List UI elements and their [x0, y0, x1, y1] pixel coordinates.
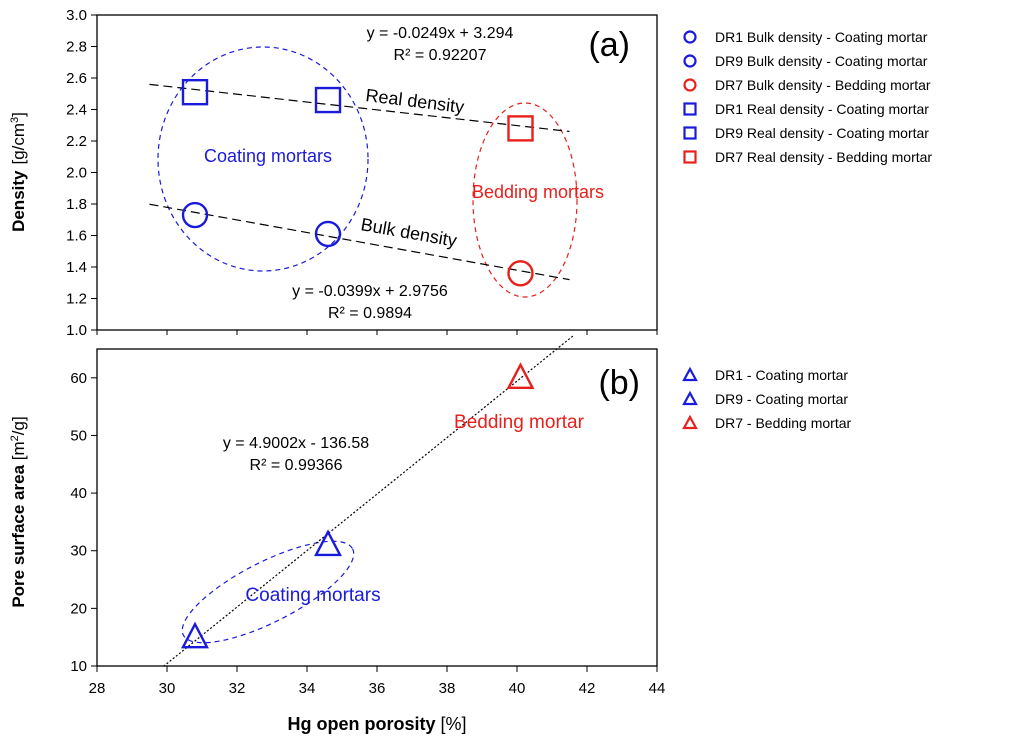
y-tick-label: 1.4	[66, 259, 87, 276]
y-tick-label: 30	[70, 543, 87, 560]
panel-a-y-axis-title: Density[g/cm3]	[9, 112, 28, 232]
pore-area-r2: R² = 0.99366	[250, 457, 343, 474]
y-tick-label: 10	[70, 658, 87, 675]
bulk-density-equation: y = -0.0399x + 2.9756	[292, 283, 448, 300]
legend-label: DR7 Real density - Bedding mortar	[715, 149, 932, 165]
y-tick-label: 2.4	[66, 102, 87, 119]
y-tick-label: 2.2	[66, 133, 87, 150]
y-tick-label: 2.6	[66, 70, 87, 87]
y-tick-label: 50	[70, 427, 87, 444]
panel-b-pore-surface: 10 20 30 40 50 60 (b) y = 4.9002x - 136.58 R²…	[9, 335, 658, 675]
x-tick-label: 28	[89, 680, 106, 697]
x-tick-label: 30	[159, 680, 176, 697]
trendline-bulk-density	[149, 203, 570, 281]
legend-symbol	[683, 30, 697, 44]
legend-label: DR1 Bulk density - Coating mortar	[715, 29, 928, 45]
legend-label: DR9 Real density - Coating mortar	[715, 125, 929, 141]
legend-symbol	[682, 390, 698, 406]
legend-label: DR9 - Coating mortar	[715, 391, 848, 407]
panel-a-y-ticks: 1.0 1.2 1.4 1.6 1.8 2.0 2.2 2.4 2.6 2.8 3.0	[66, 7, 97, 339]
marker-dr7-real-density-bedding-mortar	[507, 115, 534, 142]
coating-mortars-annotation-a: Coating mortars	[204, 146, 332, 166]
bedding-mortars-annotation-a: Bedding mortars	[472, 182, 604, 202]
panel-a-trendlines	[149, 83, 570, 281]
legend-label: DR7 - Bedding mortar	[715, 415, 852, 431]
panel-b-markers	[181, 362, 535, 649]
legend-symbol	[683, 126, 697, 140]
marker-dr7-bedding-mortar	[506, 362, 535, 390]
x-tick-label: 36	[369, 680, 386, 697]
bulk-density-line-label: Bulk density	[359, 214, 458, 251]
marker-dr9-coating-mortar	[314, 529, 342, 557]
marker-dr1-real-density-coating-mortar	[181, 78, 209, 106]
x-tick-label: 40	[509, 680, 526, 697]
legend-label: DR9 Bulk density - Coating mortar	[715, 53, 928, 69]
y-tick-label: 1.8	[66, 196, 87, 213]
panel-b-group-ellipses	[181, 540, 355, 644]
legend-symbol	[683, 54, 697, 68]
marker-dr7-bulk-density-bedding-mortar	[507, 260, 534, 287]
real-density-line-label: Real density	[365, 85, 466, 117]
panel-a-density: 1.0 1.2 1.4 1.6 1.8 2.0 2.2 2.4 2.6 2.8 3.0 (a) y …	[9, 7, 658, 339]
marker-dr1-coating-mortar	[181, 621, 209, 649]
legend-label: DR1 Real density - Coating mortar	[715, 101, 929, 117]
panel-b-label: (b)	[598, 364, 640, 402]
legend-symbol	[683, 150, 697, 164]
legend-label: DR7 Bulk density - Bedding mortar	[715, 77, 931, 93]
panel-b-trendline	[163, 335, 574, 667]
legend-symbol	[683, 102, 697, 116]
marker-dr1-bulk-density-coating-mortar	[181, 201, 209, 229]
real-density-r2: R² = 0.92207	[394, 47, 487, 64]
x-tick-label: 38	[439, 680, 456, 697]
legend-symbol	[683, 78, 697, 92]
plot-area-b-frame	[96, 348, 658, 667]
x-tick-label: 32	[229, 680, 246, 697]
legend-symbol	[682, 366, 698, 382]
bedding-mortars-ellipse	[472, 102, 578, 298]
y-tick-label: 1.6	[66, 228, 87, 245]
bedding-mortar-annotation-b: Bedding mortar	[454, 412, 585, 433]
y-tick-label: 1.0	[66, 322, 87, 339]
panel-a-markers	[181, 78, 534, 287]
y-tick-label: 2.0	[66, 165, 87, 182]
y-tick-label: 2.8	[66, 39, 87, 56]
panel-a-group-ellipses	[157, 46, 578, 298]
panel-b-y-ticks: 10 20 30 40 50 60	[70, 370, 97, 675]
marker-dr9-real-density-coating-mortar	[314, 86, 342, 114]
x-tick-label: 42	[579, 680, 596, 697]
y-tick-label: 1.2	[66, 291, 87, 308]
real-density-equation: y = -0.0249x + 3.294	[367, 25, 514, 42]
pore-area-equation: y = 4.9002x - 136.58	[223, 435, 369, 452]
legend-symbol	[682, 414, 698, 430]
y-tick-label: 60	[70, 370, 87, 387]
trendline-real-density	[149, 83, 570, 133]
x-tick-label: 44	[649, 680, 666, 697]
panel-b-y-axis-title: Pore surface area [m2/g]	[9, 416, 28, 607]
x-tick-label: 34	[299, 680, 316, 697]
bulk-density-r2: R² = 0.9894	[328, 305, 412, 322]
y-tick-label: 40	[70, 485, 87, 502]
legend-panel-a: DR1 Bulk density - Coating mortar DR9 Bul…	[683, 29, 932, 165]
panel-a-label: (a)	[588, 26, 630, 64]
y-tick-label: 20	[70, 600, 87, 617]
y-tick-label: 3.0	[66, 7, 87, 24]
x-axis-ticks: 28 30 32 34 36 38 40 42 44	[89, 330, 666, 697]
x-axis-title: Hg open porosity [%]	[287, 714, 466, 734]
trendline-pore-area	[163, 335, 574, 667]
legend-panel-b: DR1 - Coating mortar DR9 - Coating mortar…	[682, 366, 852, 431]
coating-mortars-annotation-b: Coating mortars	[245, 585, 380, 606]
coating-mortars-ellipse	[157, 46, 369, 272]
legend-label: DR1 - Coating mortar	[715, 367, 848, 383]
coating-mortars-ellipse-b	[181, 540, 355, 644]
marker-dr9-bulk-density-coating-mortar	[314, 220, 342, 248]
